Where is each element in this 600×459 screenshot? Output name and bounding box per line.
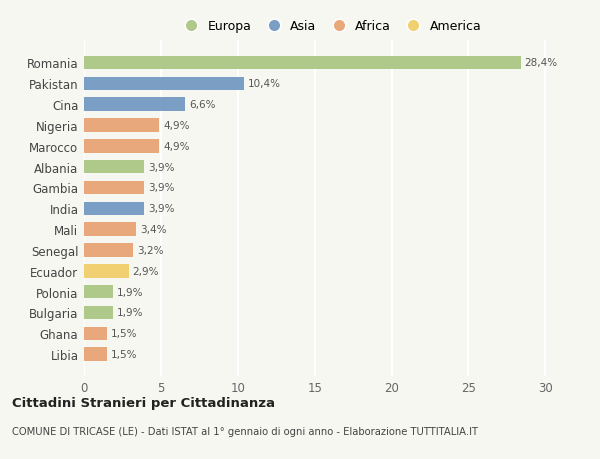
Text: 4,9%: 4,9%	[163, 141, 190, 151]
Bar	[84, 161, 144, 174]
Bar	[84, 140, 160, 153]
Text: Cittadini Stranieri per Cittadinanza: Cittadini Stranieri per Cittadinanza	[12, 396, 275, 409]
Text: 2,9%: 2,9%	[133, 266, 159, 276]
Text: 6,6%: 6,6%	[190, 100, 216, 110]
Bar	[84, 98, 185, 112]
Text: COMUNE DI TRICASE (LE) - Dati ISTAT al 1° gennaio di ogni anno - Elaborazione TU: COMUNE DI TRICASE (LE) - Dati ISTAT al 1…	[12, 426, 478, 436]
Text: 1,5%: 1,5%	[111, 329, 137, 339]
Bar	[84, 56, 521, 70]
Bar	[84, 347, 107, 361]
Text: 3,9%: 3,9%	[148, 183, 175, 193]
Text: 3,2%: 3,2%	[137, 246, 164, 255]
Text: 1,5%: 1,5%	[111, 349, 137, 359]
Bar	[84, 181, 144, 195]
Text: 4,9%: 4,9%	[163, 121, 190, 131]
Bar	[84, 264, 128, 278]
Text: 28,4%: 28,4%	[524, 58, 557, 68]
Text: 3,4%: 3,4%	[140, 224, 167, 235]
Text: 1,9%: 1,9%	[117, 287, 143, 297]
Bar	[84, 327, 107, 341]
Bar	[84, 306, 113, 319]
Bar	[84, 77, 244, 91]
Text: 3,9%: 3,9%	[148, 162, 175, 172]
Text: 1,9%: 1,9%	[117, 308, 143, 318]
Legend: Europa, Asia, Africa, America: Europa, Asia, Africa, America	[176, 17, 484, 35]
Bar	[84, 223, 136, 236]
Bar	[84, 202, 144, 216]
Bar	[84, 244, 133, 257]
Text: 3,9%: 3,9%	[148, 204, 175, 214]
Text: 10,4%: 10,4%	[248, 79, 281, 89]
Bar	[84, 119, 160, 133]
Bar	[84, 285, 113, 299]
